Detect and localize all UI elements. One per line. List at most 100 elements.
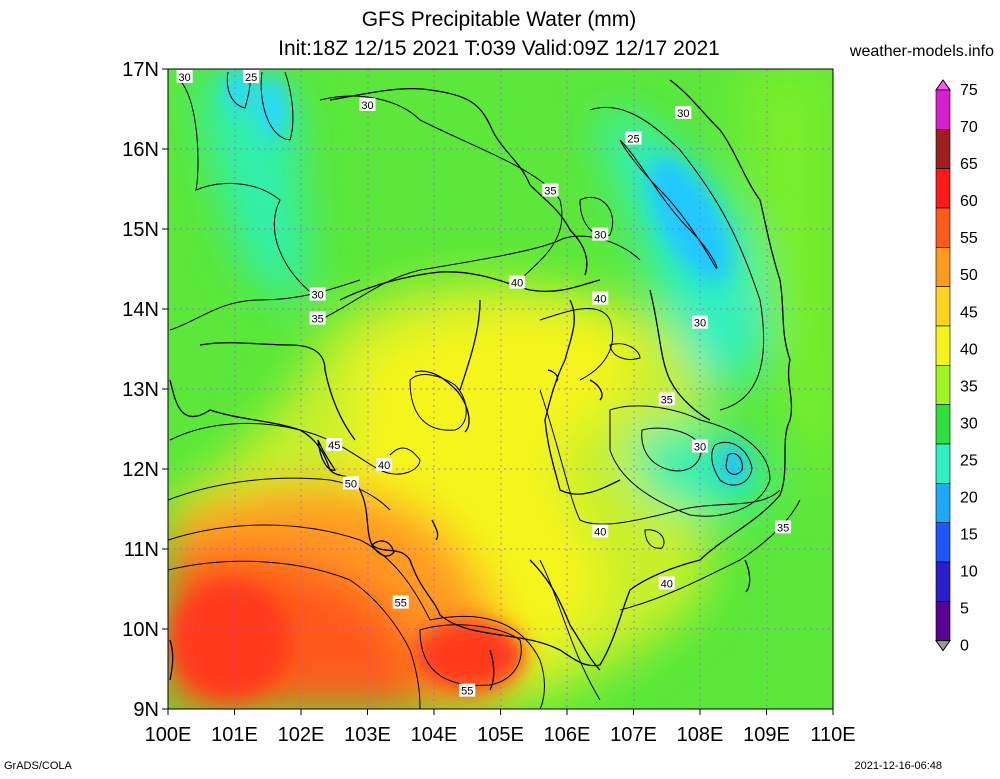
- contour-label: 40: [658, 576, 675, 590]
- footer-timestamp: 2021-12-16-06:48: [854, 760, 942, 772]
- contour-label: 45: [326, 438, 343, 452]
- lat-tick-label: 10N: [122, 619, 159, 641]
- contour-label: 35: [309, 311, 326, 326]
- svg-text:35: 35: [661, 394, 673, 406]
- contour-label: 35: [658, 392, 675, 406]
- lat-axis: 17N 16N 15N 14N 13N 12N 11N 10N 9N: [122, 59, 168, 721]
- contour-label: 50: [342, 476, 359, 490]
- lon-tick-label: 101E: [211, 724, 258, 746]
- colorbar-label: 70: [960, 119, 978, 136]
- colorbar-label: 60: [960, 193, 978, 210]
- svg-text:25: 25: [245, 72, 257, 84]
- colorbar-swatch: [935, 286, 951, 327]
- colorbar-swatch: [935, 443, 951, 484]
- colorbar-label: 10: [960, 564, 978, 581]
- svg-text:35: 35: [312, 314, 324, 326]
- site-label: weather-models.info: [849, 43, 994, 60]
- colorbar-label: 75: [960, 82, 978, 99]
- lat-tick-label: 17N: [122, 59, 159, 81]
- svg-text:30: 30: [312, 290, 324, 302]
- contour-label: 25: [625, 131, 642, 146]
- lon-tick-label: 106E: [544, 724, 591, 746]
- contour-label: 30: [176, 70, 193, 84]
- colorbar-bottom-arrow: [935, 640, 951, 652]
- colorbar-swatch: [935, 89, 951, 130]
- lat-tick-label: 16N: [122, 139, 159, 161]
- lon-tick-label: 109E: [743, 724, 790, 746]
- chart-subtitle: Init:18Z 12/15 2021 T:039 Valid:09Z 12/1…: [278, 37, 720, 60]
- colorbar-top-arrow: [935, 79, 951, 91]
- lon-tick-label: 110E: [810, 724, 855, 746]
- colorbar-swatch: [935, 561, 951, 602]
- colorbar-swatch: [935, 365, 951, 405]
- contour-label: 40: [592, 291, 609, 306]
- lon-tick-label: 105E: [477, 724, 524, 746]
- colorbar-label: 5: [960, 601, 969, 618]
- svg-text:40: 40: [594, 294, 606, 306]
- lon-tick-label: 100E: [145, 724, 192, 746]
- colorbar-swatch: [935, 207, 951, 248]
- svg-text:55: 55: [461, 686, 473, 698]
- svg-text:40: 40: [594, 526, 606, 538]
- lat-tick-label: 13N: [122, 379, 159, 401]
- graticule: [168, 69, 833, 709]
- svg-text:50: 50: [345, 478, 357, 490]
- svg-text:35: 35: [777, 522, 789, 534]
- colorbar-label: 30: [960, 415, 978, 432]
- contour-label: 30: [309, 287, 326, 302]
- colorbar-swatch: [935, 522, 951, 563]
- colorbar-label: 35: [960, 378, 978, 395]
- pw-field: 30 25 30 30 25 35 30 40 40 30 35 30 35 45 30 40 50 35 40 40…: [168, 69, 833, 709]
- contour-label: 55: [459, 683, 476, 698]
- colorbar-swatch: [935, 404, 951, 445]
- coastlines: [169, 79, 793, 691]
- contour-label: 35: [775, 520, 792, 534]
- colorbar-label: 50: [960, 267, 978, 284]
- svg-text:30: 30: [594, 230, 606, 242]
- svg-text:45: 45: [328, 440, 340, 452]
- colorbar-swatch: [935, 601, 951, 641]
- colorbar-swatch: [935, 247, 951, 287]
- lon-axis: 100E 101E 102E 103E 104E 105E 106E 107E 108E 109E…: [145, 709, 856, 746]
- contour-label: 55: [392, 595, 409, 610]
- colorbar-label: 20: [960, 489, 978, 506]
- lat-tick-label: 12N: [122, 459, 159, 481]
- lon-tick-label: 103E: [344, 724, 391, 746]
- contour-label: 40: [376, 458, 393, 472]
- colorbar-swatch: [935, 325, 951, 366]
- contour-label: 30: [675, 106, 692, 120]
- contour-label: 25: [243, 70, 260, 84]
- colorbar-swatch: [935, 168, 951, 209]
- colorbar-label: 40: [960, 341, 978, 358]
- lat-tick-label: 9N: [133, 699, 159, 721]
- svg-text:35: 35: [544, 186, 556, 198]
- contour-label: 35: [542, 183, 559, 198]
- contour-label: 30: [359, 98, 376, 112]
- lon-tick-label: 104E: [411, 724, 458, 746]
- colorbar-label: 55: [960, 230, 978, 247]
- footer-software: GrADS/COLA: [4, 760, 72, 772]
- chart-title: GFS Precipitable Water (mm): [361, 8, 637, 31]
- contour-label: 40: [509, 275, 526, 290]
- svg-text:25: 25: [627, 134, 639, 146]
- lon-tick-label: 108E: [677, 724, 724, 746]
- svg-text:30: 30: [694, 318, 706, 330]
- colorbar-swatch: [935, 129, 951, 169]
- contour-label: 40: [592, 524, 609, 538]
- svg-text:30: 30: [677, 108, 689, 120]
- colorbar-swatch: [935, 483, 951, 523]
- lat-tick-label: 15N: [122, 219, 159, 241]
- colorbar-label: 25: [960, 452, 978, 469]
- lat-tick-label: 14N: [122, 299, 159, 321]
- contour-labels: 30 25 30 30 25 35 30 40 40 30 35 30 35 45 30 40 50 35 40 40…: [176, 70, 792, 698]
- contour-label: 30: [692, 439, 708, 454]
- lon-tick-label: 102E: [278, 724, 325, 746]
- contour-label: 30: [692, 315, 708, 330]
- colorbar-label: 0: [960, 638, 969, 655]
- colorbar-label: 45: [960, 304, 978, 321]
- svg-text:30: 30: [179, 72, 191, 84]
- svg-text:40: 40: [378, 460, 390, 472]
- colorbar-label: 65: [960, 156, 978, 173]
